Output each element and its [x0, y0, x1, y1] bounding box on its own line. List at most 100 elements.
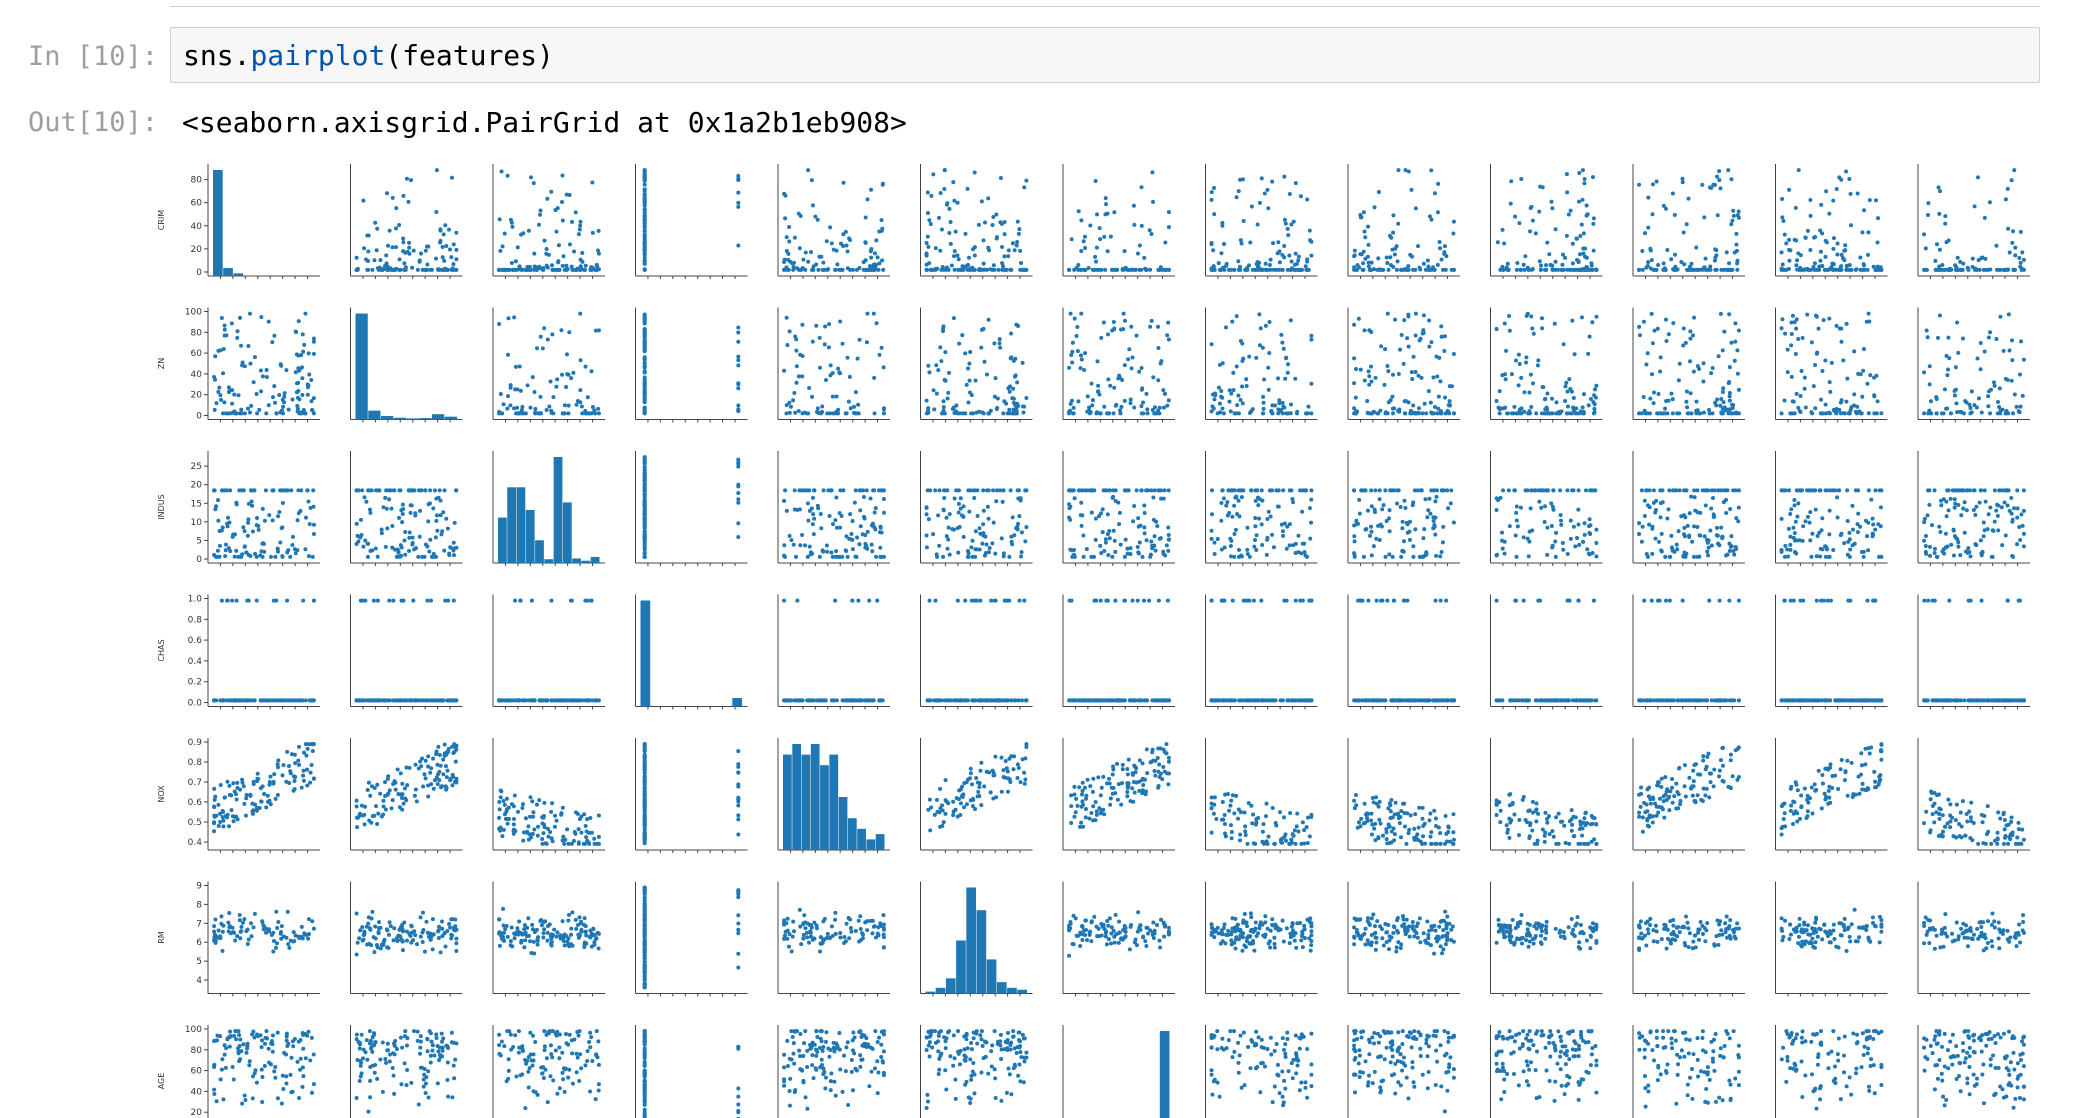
scatter-point: [1094, 245, 1099, 250]
scatter-point: [933, 246, 938, 251]
scatter-point: [1156, 346, 1161, 351]
scatter-point: [355, 266, 360, 271]
scatter-point: [1823, 358, 1828, 363]
scatter-point: [1500, 530, 1505, 535]
scatter-point: [385, 526, 390, 531]
scatter-point: [1232, 488, 1237, 493]
scatter-point: [1249, 204, 1254, 209]
scatter-point: [1103, 537, 1108, 542]
scatter-point: [808, 550, 813, 555]
scatter-point: [1810, 531, 1815, 536]
scatter-point: [292, 547, 297, 552]
scatter-point: [1014, 243, 1019, 248]
scatter-point: [1083, 245, 1088, 250]
scatter-point: [1446, 506, 1451, 511]
scatter-point: [372, 258, 377, 263]
scatter-point: [2003, 197, 2008, 202]
scatter-point: [1558, 518, 1563, 523]
scatter-point: [1870, 531, 1875, 536]
scatter-point: [1088, 223, 1093, 228]
scatter-point: [1015, 240, 1020, 245]
scatter-point: [1923, 246, 1928, 251]
scatter-point: [868, 496, 873, 501]
scatter-point: [1082, 267, 1087, 272]
scatter-point: [1211, 406, 1216, 411]
scatter-point: [1439, 257, 1444, 262]
scatter-point: [1020, 360, 1025, 365]
scatter-point: [1131, 203, 1136, 208]
scatter-point: [1938, 529, 1943, 534]
scatter-point: [1447, 403, 1452, 408]
scatter-point: [1583, 246, 1588, 251]
scatter-point: [736, 500, 741, 505]
scatter-point: [810, 203, 815, 208]
scatter-point: [1641, 395, 1646, 400]
scatter-point: [1934, 411, 1939, 416]
scatter-point: [1855, 530, 1860, 535]
scatter-point: [924, 240, 929, 245]
scatter-point: [736, 178, 741, 183]
scatter-point: [786, 251, 791, 256]
scatter-point: [1130, 355, 1135, 360]
scatter-point: [1411, 354, 1416, 359]
scatter-point: [268, 554, 273, 559]
scatter-point: [936, 368, 941, 373]
scatter-point: [1997, 404, 2002, 409]
scatter-point: [1509, 372, 1514, 377]
scatter-point: [1142, 255, 1147, 260]
scatter-point: [298, 411, 303, 416]
pairplot-panel: [777, 164, 890, 279]
scatter-point: [1376, 523, 1381, 528]
scatter-point: [1545, 391, 1550, 396]
scatter-point: [1802, 267, 1807, 272]
scatter-point: [417, 259, 422, 264]
scatter-point: [1113, 549, 1118, 554]
scatter-point: [2006, 226, 2011, 231]
scatter-point: [845, 355, 850, 360]
scatter-point: [1165, 333, 1170, 338]
scatter-point: [564, 192, 569, 197]
scatter-point: [955, 253, 960, 258]
scatter-point: [1426, 508, 1431, 513]
scatter-point: [1518, 505, 1523, 510]
scatter-point: [1995, 513, 2000, 518]
scatter-point: [927, 218, 932, 223]
scatter-point: [1403, 168, 1408, 173]
scatter-point: [272, 384, 277, 389]
scatter-point: [1523, 254, 1528, 259]
scatter-point: [642, 386, 647, 391]
scatter-point: [299, 488, 304, 493]
scatter-point: [1779, 411, 1784, 416]
scatter-point: [1675, 267, 1680, 272]
scatter-point: [973, 378, 978, 383]
scatter-point: [1240, 177, 1245, 182]
pairplot-panel: [920, 307, 1033, 423]
scatter-point: [1818, 554, 1823, 559]
scatter-point: [393, 547, 398, 552]
code-cell-input[interactable]: sns.pairplot(features): [170, 27, 2040, 83]
scatter-point: [1158, 265, 1163, 270]
scatter-point: [827, 411, 832, 416]
scatter-point: [1844, 263, 1849, 268]
scatter-point: [1560, 262, 1565, 267]
scatter-point: [1945, 373, 1950, 378]
scatter-point: [373, 220, 378, 225]
scatter-point: [938, 345, 943, 350]
histogram-bar: [572, 558, 581, 563]
scatter-point: [1860, 394, 1865, 399]
scatter-point: [299, 353, 304, 358]
scatter-point: [642, 504, 647, 509]
scatter-point: [1786, 266, 1791, 271]
pairplot-panel: [1347, 307, 1460, 423]
scatter-point: [365, 541, 370, 546]
scatter-point: [579, 404, 584, 409]
scatter-point: [1679, 514, 1684, 519]
scatter-point: [1563, 399, 1568, 404]
scatter-point: [798, 352, 803, 357]
scatter-point: [1157, 405, 1162, 410]
scatter-point: [1136, 524, 1141, 529]
scatter-point: [281, 488, 286, 493]
scatter-point: [1834, 186, 1839, 191]
scatter-point: [239, 488, 244, 493]
scatter-point: [1730, 405, 1735, 410]
